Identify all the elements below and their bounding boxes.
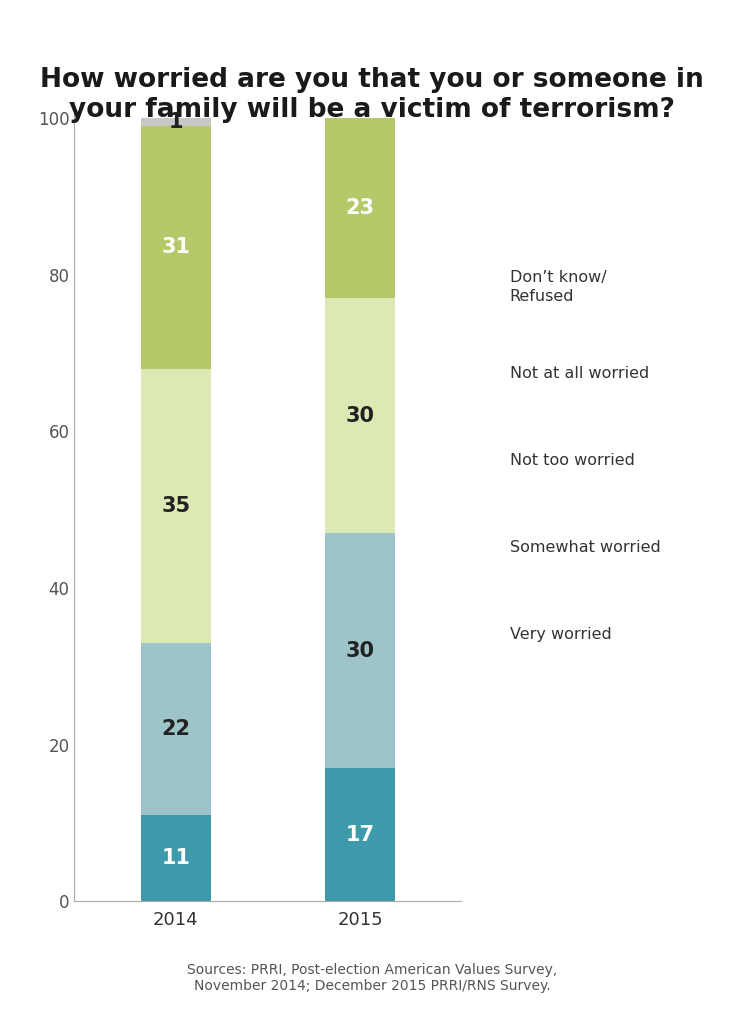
Text: How worried are you that you or someone in
your family will be a victim of terro: How worried are you that you or someone … [40, 67, 704, 123]
Bar [325, 534, 395, 768]
Text: 22: 22 [161, 719, 190, 739]
Text: 23: 23 [345, 198, 374, 218]
Text: Don’t know/
Refused: Don’t know/ Refused [510, 270, 606, 303]
Text: 1: 1 [168, 112, 183, 132]
Bar [325, 768, 395, 901]
Bar [325, 298, 395, 534]
Bar [141, 118, 211, 126]
Text: Sources: PRRI, Post-election American Values Survey,
November 2014; December 201: Sources: PRRI, Post-election American Va… [187, 964, 557, 993]
Bar [141, 369, 211, 643]
Text: 31: 31 [161, 238, 190, 257]
Text: 30: 30 [345, 641, 374, 660]
Text: 17: 17 [345, 824, 374, 845]
Text: Not at all worried: Not at all worried [510, 367, 649, 381]
Text: Somewhat worried: Somewhat worried [510, 541, 661, 555]
Bar [325, 118, 395, 298]
Text: Not too worried: Not too worried [510, 454, 635, 468]
Text: 35: 35 [161, 496, 190, 516]
Bar [141, 126, 211, 369]
Text: 30: 30 [345, 406, 374, 426]
Bar [141, 643, 211, 815]
Bar [141, 815, 211, 901]
Text: Very worried: Very worried [510, 628, 612, 642]
Text: 11: 11 [161, 848, 190, 868]
